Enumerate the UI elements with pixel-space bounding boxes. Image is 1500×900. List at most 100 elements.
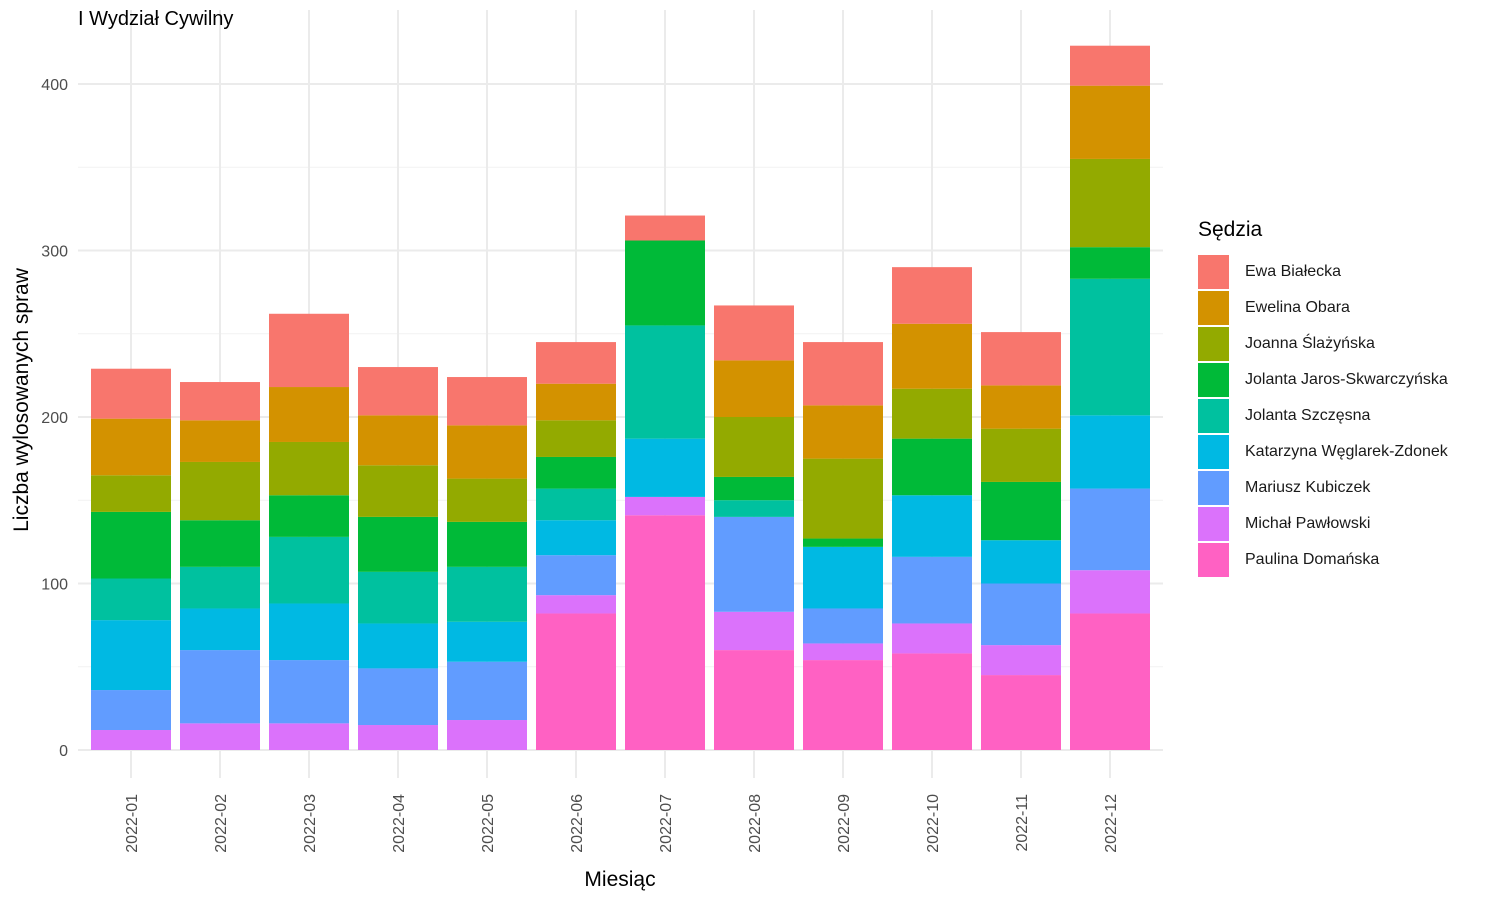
bar-segment: Jolanta Jaros-Skwarczyńska 2022-03: 25 — [269, 495, 349, 537]
bar-segment: Joanna Ślażyńska 2022-09: 48 — [803, 458, 883, 539]
bar-segment: Jolanta Jaros-Skwarczyńska 2022-01: 40 — [91, 511, 171, 579]
bar-segment: Jolanta Szczęsna 2022-05: 33 — [447, 566, 527, 622]
bar-segment: Paulina Domańska 2022-06: 82 — [536, 613, 616, 750]
legend-item: Katarzyna Węglarek-Zdonek — [1198, 434, 1448, 470]
legend-swatch — [1198, 435, 1229, 469]
legend-swatch — [1198, 327, 1229, 361]
bar-segment: Mariusz Kubiczek 2022-08: 57 — [714, 516, 794, 612]
bar-segment: Paulina Domańska 2022-12: 82 — [1070, 613, 1150, 750]
legend-label: Paulina Domańska — [1245, 551, 1380, 568]
legend-label: Ewelina Obara — [1245, 299, 1350, 316]
bar-segment: Ewa Białecka 2022-06: 25 — [536, 342, 616, 384]
y-tick-label: 400 — [41, 77, 68, 94]
legend-swatch — [1198, 471, 1229, 505]
bar-segment: Mariusz Kubiczek 2022-10: 40 — [892, 556, 972, 624]
x-tick-label: 2022-06 — [569, 794, 586, 853]
legend-label: Michał Pawłowski — [1245, 515, 1371, 532]
legend-swatch — [1198, 543, 1229, 577]
legend-label: Ewa Białecka — [1245, 263, 1342, 280]
bar-segment: Jolanta Jaros-Skwarczyńska 2022-06: 19 — [536, 456, 616, 489]
bar-segment: Ewelina Obara 2022-03: 33 — [269, 387, 349, 442]
y-tick-label: 300 — [41, 244, 68, 261]
legend-swatch — [1198, 399, 1229, 433]
bar-segment: Ewa Białecka 2022-09: 38 — [803, 342, 883, 406]
bar-segment: Ewa Białecka 2022-11: 32 — [981, 332, 1061, 386]
bar-segment: Ewelina Obara 2022-02: 25 — [180, 420, 260, 462]
x-tick-label: 2022-12 — [1103, 794, 1120, 853]
bar-segment: Mariusz Kubiczek 2022-06: 24 — [536, 555, 616, 596]
x-tick-label: 2022-10 — [925, 794, 942, 853]
bar-segment: Mariusz Kubiczek 2022-01: 24 — [91, 690, 171, 731]
bar-segment: Katarzyna Węglarek-Zdonek 2022-06: 21 — [536, 520, 616, 556]
bar-segment: Joanna Ślażyńska 2022-08: 36 — [714, 417, 794, 477]
bar-segment: Katarzyna Węglarek-Zdonek 2022-02: 25 — [180, 608, 260, 651]
bar-segment: Jolanta Jaros-Skwarczyńska 2022-02: 28 — [180, 520, 260, 567]
x-tick-label: 2022-09 — [836, 794, 853, 853]
bar-segment: Jolanta Jaros-Skwarczyńska 2022-12: 19 — [1070, 247, 1150, 279]
bar-segment: Katarzyna Węglarek-Zdonek 2022-04: 27 — [358, 623, 438, 669]
bar-segment: Michał Pawłowski 2022-05: 18 — [447, 720, 527, 750]
bar-segment: Joanna Ślażyńska 2022-10: 30 — [892, 388, 972, 439]
x-tick-label: 2022-02 — [213, 794, 230, 853]
legend-item: Joanna Ślażyńska — [1198, 326, 1448, 362]
legend-item: Jolanta Jaros-Skwarczyńska — [1198, 362, 1448, 398]
bar-segment: Jolanta Jaros-Skwarczyńska 2022-04: 33 — [358, 516, 438, 572]
bar-segment: Jolanta Szczęsna 2022-04: 31 — [358, 571, 438, 624]
x-tick-label: 2022-08 — [747, 794, 764, 853]
legend-label: Katarzyna Węglarek-Zdonek — [1245, 443, 1448, 460]
x-tick-label: 2022-04 — [391, 794, 408, 853]
legend-label: Joanna Ślażyńska — [1245, 335, 1375, 352]
legend-item: Paulina Domańska — [1198, 542, 1448, 578]
bar-segment: Ewelina Obara 2022-01: 34 — [91, 418, 171, 476]
y-tick-label: 200 — [41, 410, 68, 427]
bar-segment: Jolanta Szczęsna 2022-06: 19 — [536, 488, 616, 521]
bar-segment: Paulina Domańska 2022-09: 54 — [803, 660, 883, 750]
bar-segment: Ewa Białecka 2022-08: 33 — [714, 305, 794, 361]
bar-segment: Michał Pawłowski 2022-10: 18 — [892, 623, 972, 654]
y-axis-ticks: 0 100 200 300 400 — [41, 77, 68, 760]
bar-segment: Ewelina Obara 2022-08: 34 — [714, 360, 794, 417]
bar-segment: Jolanta Szczęsna 2022-08: 10 — [714, 500, 794, 517]
bar-segment: Ewelina Obara 2022-11: 26 — [981, 385, 1061, 429]
bar-segment: Mariusz Kubiczek 2022-03: 38 — [269, 660, 349, 724]
legend-swatch — [1198, 507, 1229, 541]
bar-segment: Michał Pawłowski 2022-09: 10 — [803, 643, 883, 661]
bar-segment: Ewelina Obara 2022-04: 30 — [358, 415, 438, 466]
bar-segment: Jolanta Szczęsna 2022-01: 25 — [91, 578, 171, 621]
bar-segment: Joanna Ślażyńska 2022-03: 32 — [269, 441, 349, 496]
bar-segment: Jolanta Szczęsna 2022-12: 82 — [1070, 278, 1150, 416]
legend-label: Jolanta Szczęsna — [1245, 407, 1371, 424]
bar-segment: Paulina Domańska 2022-11: 45 — [981, 675, 1061, 750]
bar-segment: Joanna Ślażyńska 2022-11: 32 — [981, 428, 1061, 482]
bar-segment: Katarzyna Węglarek-Zdonek 2022-09: 37 — [803, 546, 883, 609]
legend-swatch — [1198, 291, 1229, 325]
legend: Sędzia Ewa Białecka Ewelina Obara Joanna Ś… — [1198, 218, 1448, 578]
bar-segment: Mariusz Kubiczek 2022-05: 35 — [447, 661, 527, 721]
bar-segment: Jolanta Szczęsna 2022-02: 25 — [180, 566, 260, 609]
bar-segment: Jolanta Jaros-Skwarczyńska 2022-10: 34 — [892, 438, 972, 496]
bar-segment: Mariusz Kubiczek 2022-11: 37 — [981, 583, 1061, 646]
bar-segment: Ewa Białecka 2022-12: 24 — [1070, 45, 1150, 86]
chart-title: I Wydział Cywilny — [78, 8, 234, 30]
bar-segment: Michał Pawłowski 2022-02: 16 — [180, 723, 260, 750]
x-tick-label: 2022-11 — [1014, 794, 1031, 852]
bar-segment: Mariusz Kubiczek 2022-02: 44 — [180, 650, 260, 724]
bar-segment: Paulina Domańska 2022-07: 141 — [625, 515, 705, 750]
bar-segment: Mariusz Kubiczek 2022-09: 21 — [803, 608, 883, 644]
bar-segment: Jolanta Jaros-Skwarczyńska 2022-08: 14 — [714, 476, 794, 501]
bar-segment: Jolanta Szczęsna 2022-03: 40 — [269, 536, 349, 604]
bar-segment: Michał Pawłowski 2022-04: 15 — [358, 725, 438, 750]
legend-item: Mariusz Kubiczek — [1198, 470, 1448, 506]
bar-segment: Katarzyna Węglarek-Zdonek 2022-11: 26 — [981, 540, 1061, 584]
bar-segment: Ewelina Obara 2022-09: 32 — [803, 405, 883, 459]
bar-segment: Ewa Białecka 2022-01: 30 — [91, 368, 171, 419]
legend-label: Jolanta Jaros-Skwarczyńska — [1245, 371, 1448, 388]
bar-segment: Ewelina Obara 2022-06: 22 — [536, 383, 616, 421]
bar-segment: Katarzyna Węglarek-Zdonek 2022-03: 34 — [269, 603, 349, 661]
y-tick-label: 0 — [59, 743, 68, 760]
bar-segment: Joanna Ślażyńska 2022-02: 35 — [180, 461, 260, 521]
bar-segment: Michał Pawłowski 2022-06: 11 — [536, 595, 616, 614]
bar-segment: Ewelina Obara 2022-10: 39 — [892, 323, 972, 389]
legend-item: Jolanta Szczęsna — [1198, 398, 1448, 434]
